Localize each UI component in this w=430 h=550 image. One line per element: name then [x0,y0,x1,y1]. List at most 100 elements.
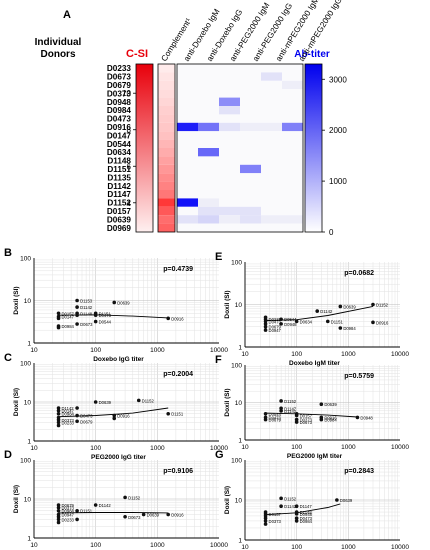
ab-titer-cell [177,89,198,98]
complement-cell [158,164,175,174]
ab-titer-cell [282,148,303,157]
x-tick-label: 10000 [391,351,409,358]
point-label: D0916 [117,414,130,419]
ab-titer-cell [198,72,219,81]
csi-tick-label: 6 [127,162,132,171]
ab-titer-cell [282,206,303,216]
ab-titer-cell [282,122,303,132]
point-label: D0634 [300,319,313,324]
point-label: D0147 [62,409,75,414]
complement-cell [158,215,175,224]
ab-titer-cell [198,148,219,157]
x-tick-label: 100 [291,544,302,550]
donors-title-line1: Individual [35,37,82,48]
donor-label: D1135 [107,173,131,182]
ab-titer-cell [261,206,282,216]
ab-titer-cell [282,114,303,123]
ab-titer-cell [219,72,240,81]
point-label: D0984 [343,326,356,331]
ab-titer-cell [240,97,261,106]
ab-titer-cell [198,64,219,73]
point-label: D1153 [80,299,93,304]
complement-cell [158,173,175,182]
regression-line [265,412,358,418]
point-label: D0984 [324,418,337,423]
ab-titer-cell [219,97,240,106]
x-axis-label: PEG2000 IgM titer [287,453,343,460]
ab-titer-cell [282,72,303,81]
panel-label: E [215,251,222,263]
point-label: D0916 [376,320,389,325]
data-point [75,508,79,513]
ab-titer-cell [261,148,282,157]
complement-cell [158,122,175,132]
x-tick-label: 10000 [391,444,409,451]
ab-titer-cell [261,114,282,123]
data-point [263,322,268,326]
ab-titer-cell [219,106,240,115]
ab-titer-cell [282,106,303,115]
point-label: D0984 [62,324,75,329]
point-label: D0639 [340,498,353,503]
data-point [141,512,146,517]
point-label: D0373 [62,506,75,511]
data-point [75,419,79,424]
ab-titer-cell [219,89,240,98]
data-point [338,304,343,309]
point-label: D0473 [300,516,313,521]
y-tick-label: 1 [27,536,31,543]
point-label: D0157 [300,414,313,419]
ab-titer-cell [177,72,198,81]
complement-cell [158,131,175,140]
csi-label: C-SI [126,48,148,60]
ab-titer-cell [177,173,198,182]
ab-titer-cell [240,198,261,207]
ab-titer-cell [219,181,240,190]
ab-titer-cell [261,190,282,199]
x-tick-label: 10 [241,351,249,358]
y-tick-label: 1 [238,438,242,445]
data-point [294,413,299,418]
donor-label: D0147 [107,131,132,140]
ab-titer-cell [177,198,198,207]
data-point [294,519,299,523]
ab-titer-cell [219,198,240,207]
complement-cell [158,72,175,81]
complement-cell [158,114,175,123]
donor-label: D0157 [107,207,132,216]
ab-titer-cell [261,122,282,132]
data-point [56,411,61,416]
ab-titer-cell [198,139,219,148]
y-tick-label: 10 [235,400,243,407]
x-tick-label: 100 [90,542,101,549]
data-point [325,319,330,324]
ab-titer-cell [198,106,219,115]
complement-cell [158,80,175,90]
y-axis-label: Doxil (SI) [224,486,231,514]
x-tick-label: 10 [30,445,38,452]
csi-tick-label: 8 [127,126,132,135]
ab-titer-cell [198,131,219,140]
ab-titer-cell [198,89,219,98]
ab-titer-cell [240,223,261,232]
x-tick-label: 1000 [341,444,356,451]
point-label: D0679 [269,325,282,330]
donor-label: D0634 [107,148,132,157]
complement-cell [158,106,175,115]
ab-titer-cell [240,114,261,123]
point-label: D0639 [99,400,112,405]
ab-titer-cell [219,148,240,157]
point-label: D1151 [80,509,93,514]
p-value: p=0.0682 [344,270,374,277]
ab-titer-cell [219,156,240,165]
ab-titer-cell [240,173,261,182]
y-tick-label: 1 [27,341,31,348]
point-label: D0916 [171,513,184,518]
ab-titer-cell [177,97,198,106]
ab-titer-cell [261,72,282,81]
y-tick-label: 1 [27,439,31,446]
data-point [56,520,61,525]
ab-titer-cell [219,114,240,123]
